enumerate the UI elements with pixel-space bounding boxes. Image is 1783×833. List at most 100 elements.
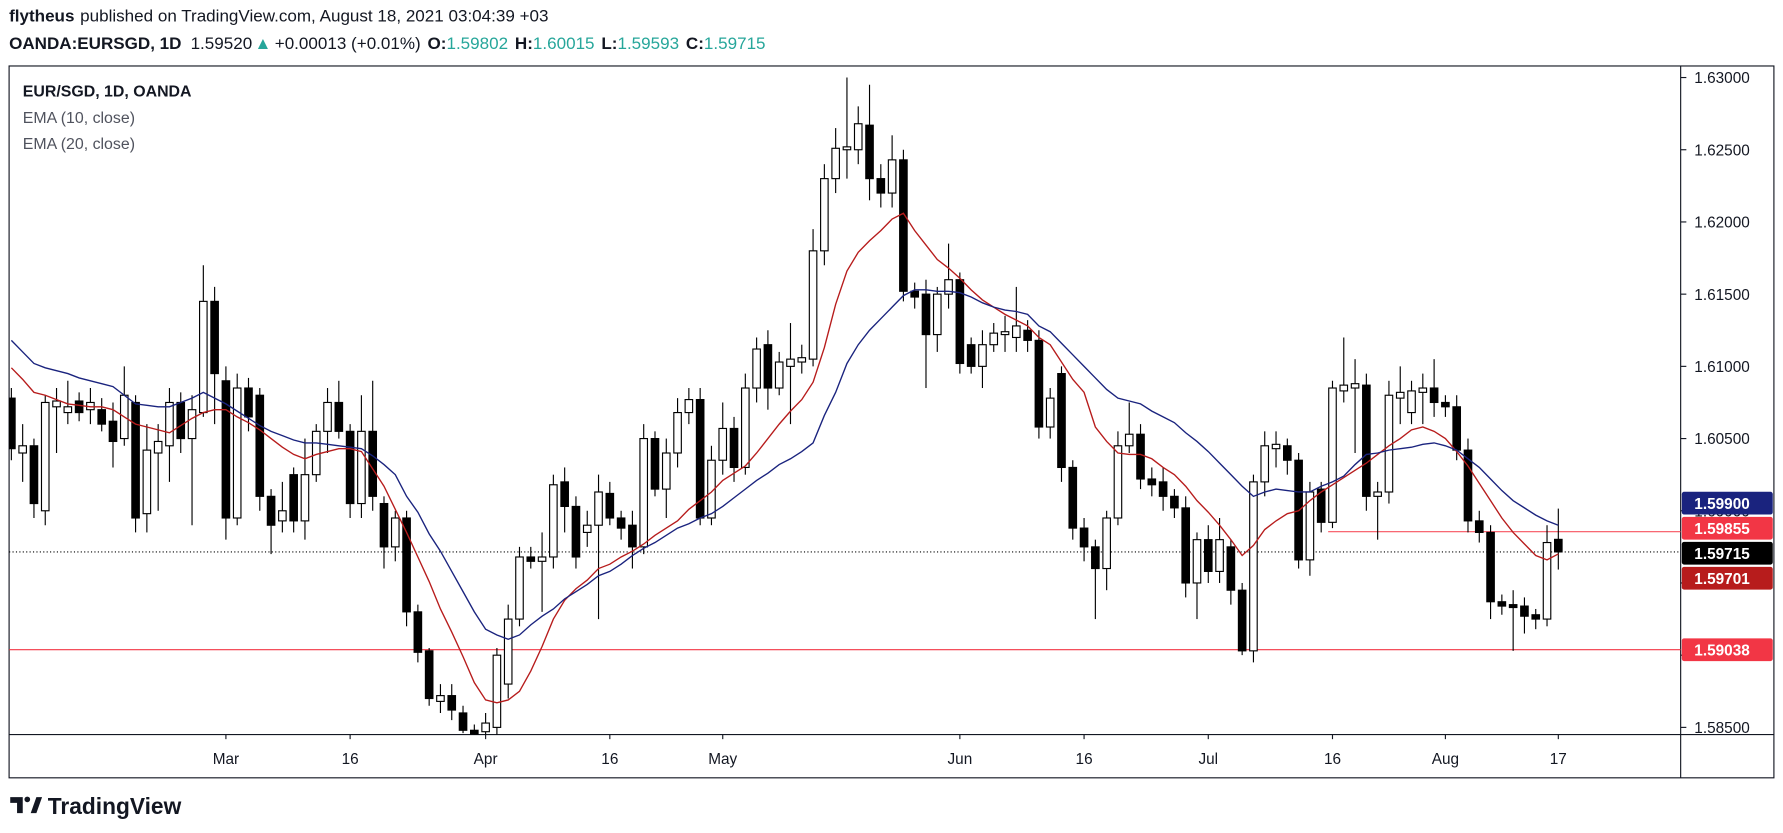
l-value: 1.59593 [617,34,679,53]
candle-body [266,495,276,526]
candle-body [334,401,344,432]
candle-body [1158,481,1168,497]
candle-body [470,729,479,735]
candle-body [571,505,581,558]
candle-body [899,159,908,292]
candle-body [1260,445,1270,483]
candle-body [447,695,457,711]
candle-body [1429,387,1439,404]
y-tick-label: 1.58500 [1694,720,1749,737]
candle-body [831,147,840,180]
candle-body [639,437,649,548]
x-tick-label: 16 [1076,751,1093,768]
change: +0.00013 (+0.01%) [275,34,421,53]
h-value: 1.60015 [533,34,595,53]
plot-area [9,77,1681,735]
price-badge [1681,516,1773,540]
logo-slash [30,797,43,814]
price-badge [1681,566,1773,590]
candle-body [357,430,366,505]
price-badge [1681,638,1773,662]
candle-body [1192,539,1202,584]
price-badge-label: 1.59900 [1694,496,1749,513]
candle-body [955,279,965,365]
candle-body [853,123,863,151]
candle-body [1350,383,1360,389]
candle-body [786,358,795,367]
candle-body [1452,406,1462,451]
candle-body [628,524,637,548]
candle-body [1113,445,1123,519]
candle-body [1147,478,1157,486]
candle-body [989,332,999,346]
x-tick-label: Jul [1198,751,1218,768]
ema-line [10,289,1559,641]
candle-body [18,445,27,454]
candle-body [1170,495,1179,509]
candle-body [503,618,513,685]
candle-body [97,409,107,425]
h-label: H: [515,34,533,53]
candle-body [1328,387,1337,523]
candle-body [458,712,468,731]
candle-body [774,361,784,389]
candle-body [1215,539,1224,572]
legend-ema20: EMA (20, close) [23,136,135,153]
candle-body [311,430,321,476]
candle-body [232,387,242,519]
candle-body [345,430,355,505]
price: 1.59520 [191,34,253,53]
candle-body [1418,387,1428,393]
x-tick-label: May [708,751,737,768]
logo-mark [10,797,23,814]
price-badge-label: 1.59038 [1694,642,1750,659]
ema-line [10,212,1559,704]
candle-body [176,401,186,440]
candle-body [1181,507,1191,584]
price-badge-label: 1.59701 [1694,571,1750,588]
candle-body [978,344,987,367]
candle-body [1079,527,1089,548]
candle-body [1012,325,1021,339]
candle-body [1474,520,1484,534]
candle-body [729,427,739,469]
c-label: C: [686,34,704,53]
candle-body [436,695,445,702]
candle-body [1034,339,1044,428]
candle-body [718,427,728,461]
candle-body [582,524,592,534]
candle-body [1124,433,1134,447]
candle-body [74,400,84,414]
candle-body [661,452,671,490]
candle-body [255,394,265,497]
candle-body [1316,488,1326,523]
x-tick-label: Mar [213,751,239,768]
candle-body [492,654,502,728]
candle-body [526,556,536,562]
candle-body [142,449,152,515]
candle-body [289,474,298,522]
candle-body [165,401,174,447]
candle-body [650,437,660,490]
candle-body [40,401,50,512]
candle-body [1407,390,1416,414]
candle-body [402,517,411,613]
price-badge-label: 1.59715 [1694,546,1750,563]
candle-body [966,344,976,367]
candle-body [108,420,118,443]
candle-body [944,279,953,295]
candle-body [684,399,694,414]
candle-body [616,517,626,529]
candle-body [1057,373,1066,469]
symbol: OANDA:EURSGD, 1D [9,34,181,53]
candle-body [379,502,389,548]
candle-body [390,517,400,548]
candle-body [221,380,231,519]
y-tick-label: 1.62000 [1694,215,1749,232]
logo [10,796,43,814]
candle-body [278,510,287,522]
price-badge-label: 1.59855 [1694,521,1750,538]
candle-body [605,492,615,519]
candle-body [1136,433,1145,480]
